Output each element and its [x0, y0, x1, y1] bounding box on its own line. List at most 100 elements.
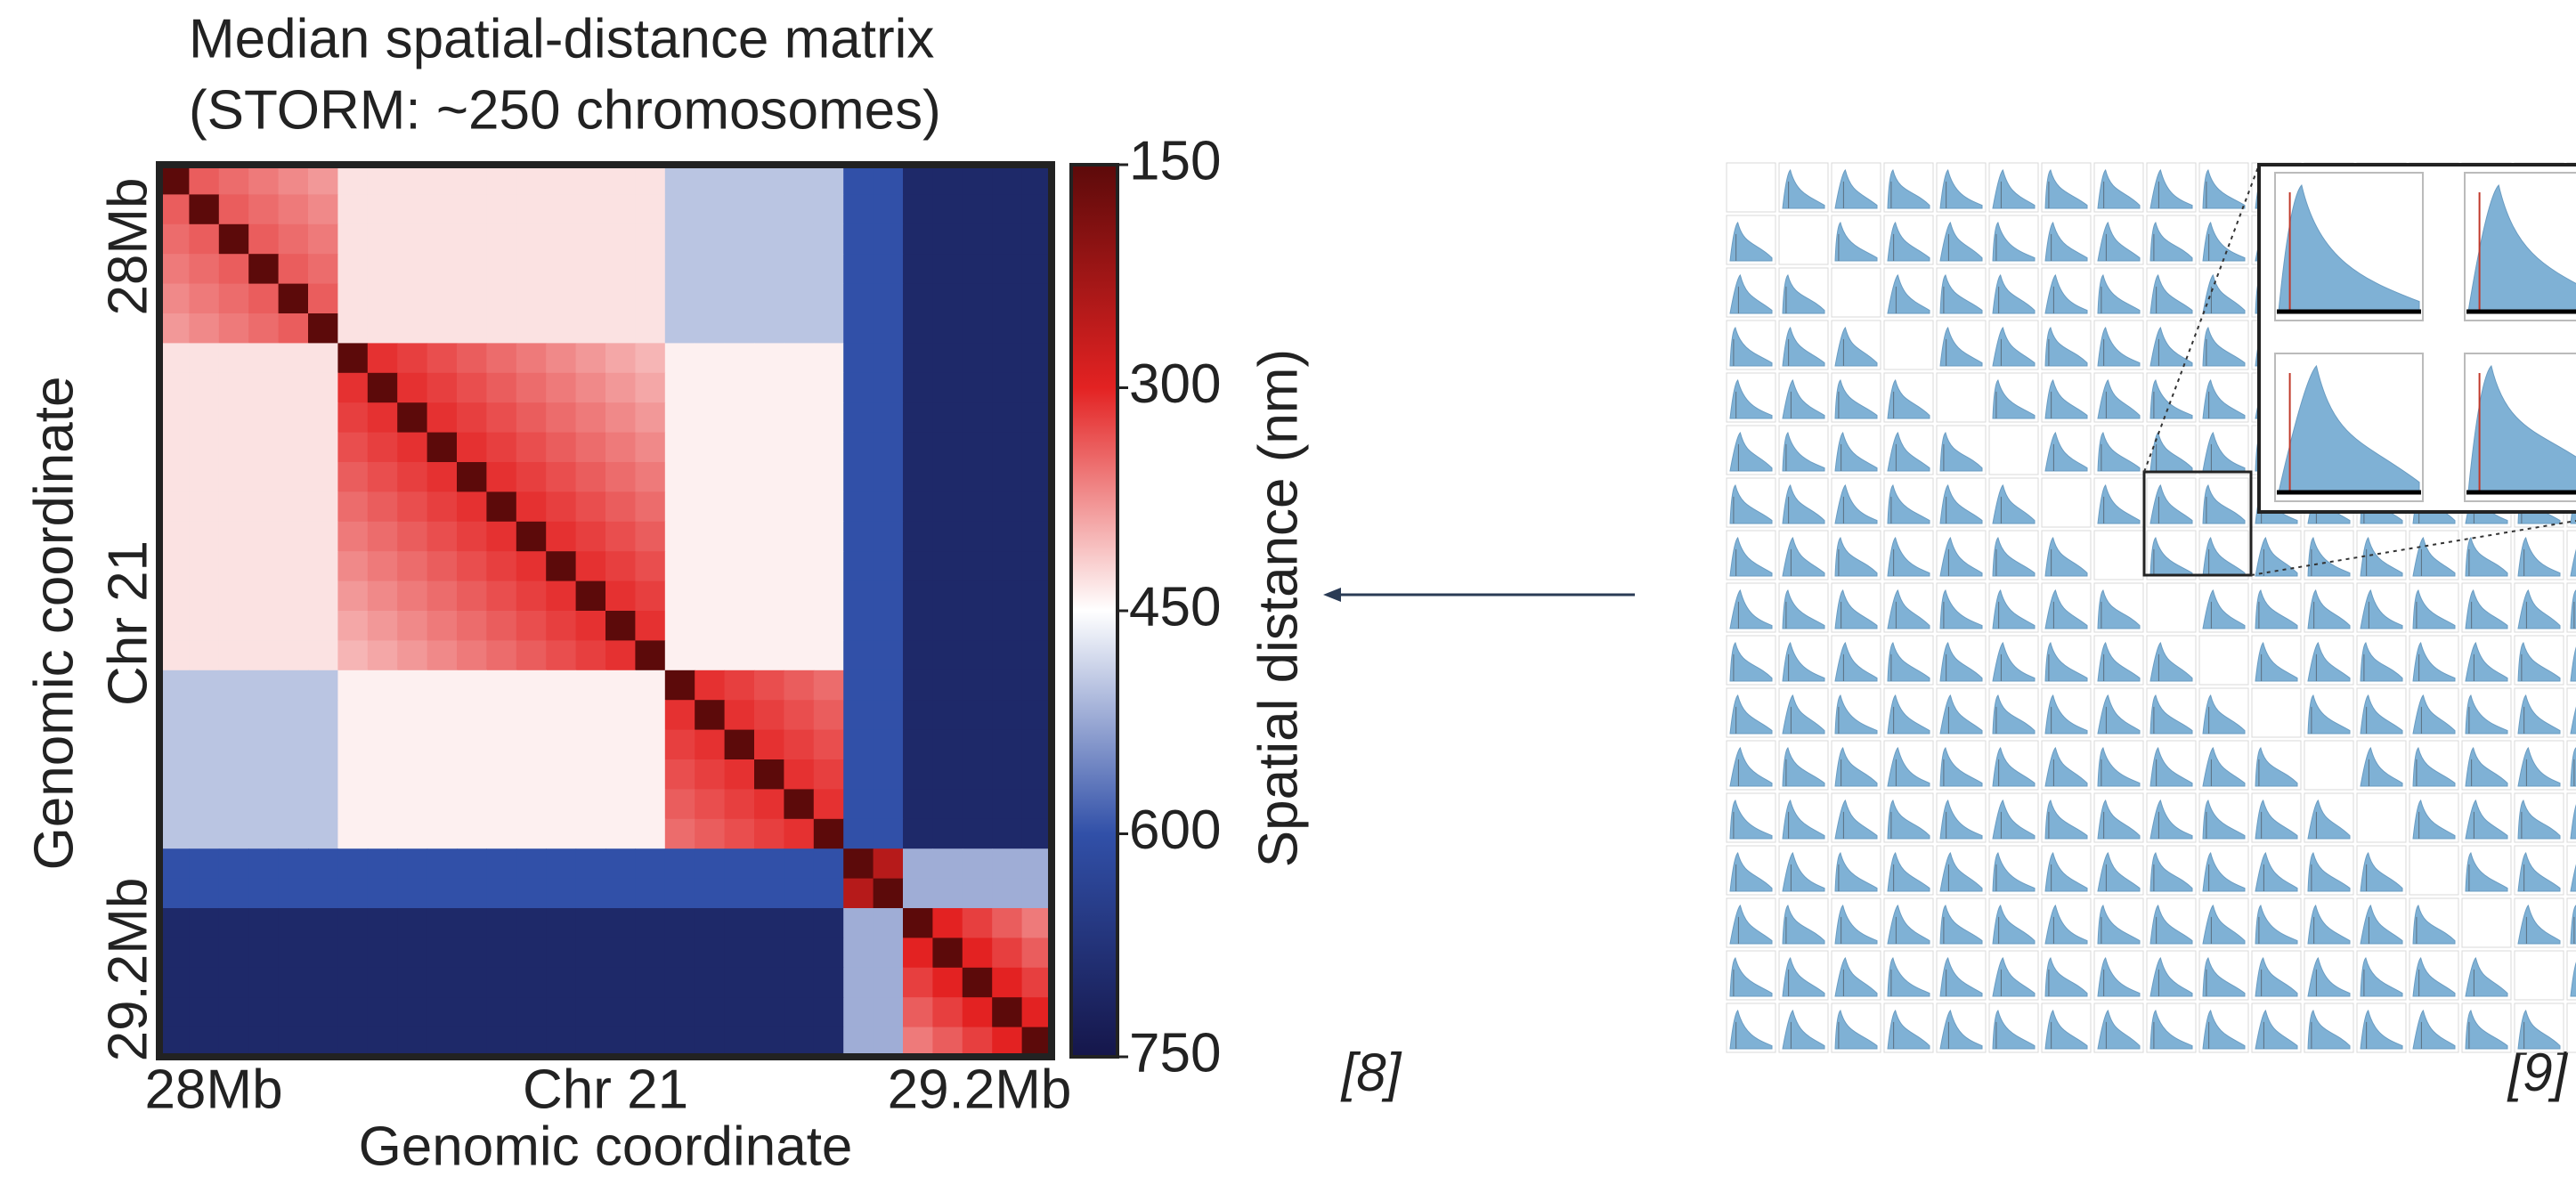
histogram — [1939, 642, 1983, 682]
histogram — [2149, 432, 2193, 472]
heatmap-cell — [575, 640, 606, 671]
heatmap-cell — [813, 729, 844, 760]
heatmap-cell — [664, 313, 695, 344]
heatmap-cell — [873, 967, 904, 998]
heatmap-cell — [457, 640, 487, 671]
x-tick-label: Chr 21 — [523, 1059, 688, 1120]
histogram — [1939, 274, 1983, 314]
heatmap-cell — [516, 372, 547, 403]
histogram — [2044, 957, 2088, 997]
heatmap-cell — [308, 402, 338, 434]
heatmap-cell — [367, 611, 398, 641]
heatmap-cell — [159, 343, 190, 374]
heatmap-cell — [159, 372, 190, 403]
heatmap-cell — [189, 283, 220, 314]
heatmap-cell — [575, 580, 606, 612]
heatmap-cell — [635, 402, 666, 434]
heatmap-cell — [754, 611, 784, 641]
heatmap-cell — [962, 670, 993, 701]
heatmap-cell — [457, 551, 487, 582]
heatmap-cell — [873, 700, 904, 731]
heatmap-cell — [516, 640, 547, 671]
heatmap-cell — [337, 313, 369, 344]
heatmap-cell — [843, 462, 874, 492]
heatmap-cell — [457, 938, 487, 969]
heatmap-cell — [664, 640, 695, 671]
heatmap-cell — [159, 759, 190, 790]
heatmap-cell — [486, 670, 517, 701]
histogram — [2255, 589, 2298, 629]
heatmap-cell — [278, 283, 309, 314]
histogram — [2202, 432, 2246, 472]
heatmap-cell — [784, 432, 815, 463]
heatmap-cell — [189, 491, 220, 523]
heatmap-cell — [695, 700, 726, 731]
heatmap-cell — [843, 372, 874, 403]
heatmap-cell — [962, 908, 993, 938]
heatmap-cell — [813, 462, 844, 492]
heatmap-cell — [992, 908, 1023, 938]
heatmap-cell — [278, 700, 309, 731]
heatmap-cell — [218, 640, 249, 671]
heatmap-cell — [992, 878, 1023, 909]
heatmap-cell — [843, 1027, 874, 1058]
heatmap-cell — [1021, 165, 1052, 195]
heatmap-cell — [664, 818, 695, 849]
heatmap-cell — [784, 700, 815, 731]
heatmap-cell — [813, 908, 844, 938]
heatmap-cell — [218, 313, 249, 344]
heatmap-cell — [427, 997, 458, 1028]
heatmap-cell — [724, 908, 755, 938]
heatmap-cell — [337, 878, 369, 909]
heatmap-cell — [397, 729, 428, 760]
heatmap-cell — [695, 194, 726, 225]
heatmap-cell — [873, 372, 904, 403]
colorbar-title: Spatial distance (nm) — [1247, 349, 1309, 867]
heatmap-cell — [1021, 997, 1052, 1028]
heatmap-cell — [843, 670, 874, 701]
histogram — [1782, 327, 1825, 367]
histogram — [1992, 800, 2036, 840]
heatmap-cell — [843, 908, 874, 938]
heatmap-cell — [992, 848, 1023, 880]
histogram — [1834, 169, 1878, 209]
histogram — [2278, 364, 2420, 493]
heatmap-cell — [932, 878, 963, 909]
heatmap-cell — [486, 313, 517, 344]
heatmap-cell — [784, 521, 815, 552]
histogram — [2412, 589, 2456, 629]
heatmap-cell — [248, 432, 280, 463]
histogram — [1729, 484, 1773, 524]
heatmap-cell — [337, 818, 369, 849]
heatmap-cell — [1021, 283, 1052, 314]
heatmap-cell — [784, 729, 815, 760]
heatmap-cell — [605, 848, 636, 880]
heatmap-cell — [1021, 759, 1052, 790]
histogram — [2360, 589, 2403, 629]
histogram — [1887, 484, 1930, 524]
histogram-cell — [2566, 687, 2576, 738]
heatmap-cell — [1021, 967, 1052, 998]
heatmap-cell — [397, 165, 428, 195]
heatmap-cell — [873, 462, 904, 492]
histogram — [1939, 852, 1983, 892]
heatmap-cell — [308, 818, 338, 849]
histogram — [2097, 432, 2141, 472]
heatmap-cell — [962, 372, 993, 403]
heatmap-cell — [605, 254, 636, 285]
heatmap-cell — [664, 759, 695, 790]
heatmap-cell — [605, 165, 636, 195]
heatmap-cell — [635, 372, 666, 403]
heatmap-cell — [457, 462, 487, 492]
heatmap-cell — [516, 759, 547, 790]
heatmap-cell — [784, 223, 815, 255]
heatmap-cell — [843, 491, 874, 523]
histogram — [1992, 537, 2036, 577]
histogram-cell — [2304, 740, 2354, 791]
heatmap-cell — [695, 254, 726, 285]
heatmap-cell — [457, 848, 487, 880]
heatmap-cell — [189, 908, 220, 938]
heatmap-cell — [308, 640, 338, 671]
heatmap-cell — [278, 967, 309, 998]
